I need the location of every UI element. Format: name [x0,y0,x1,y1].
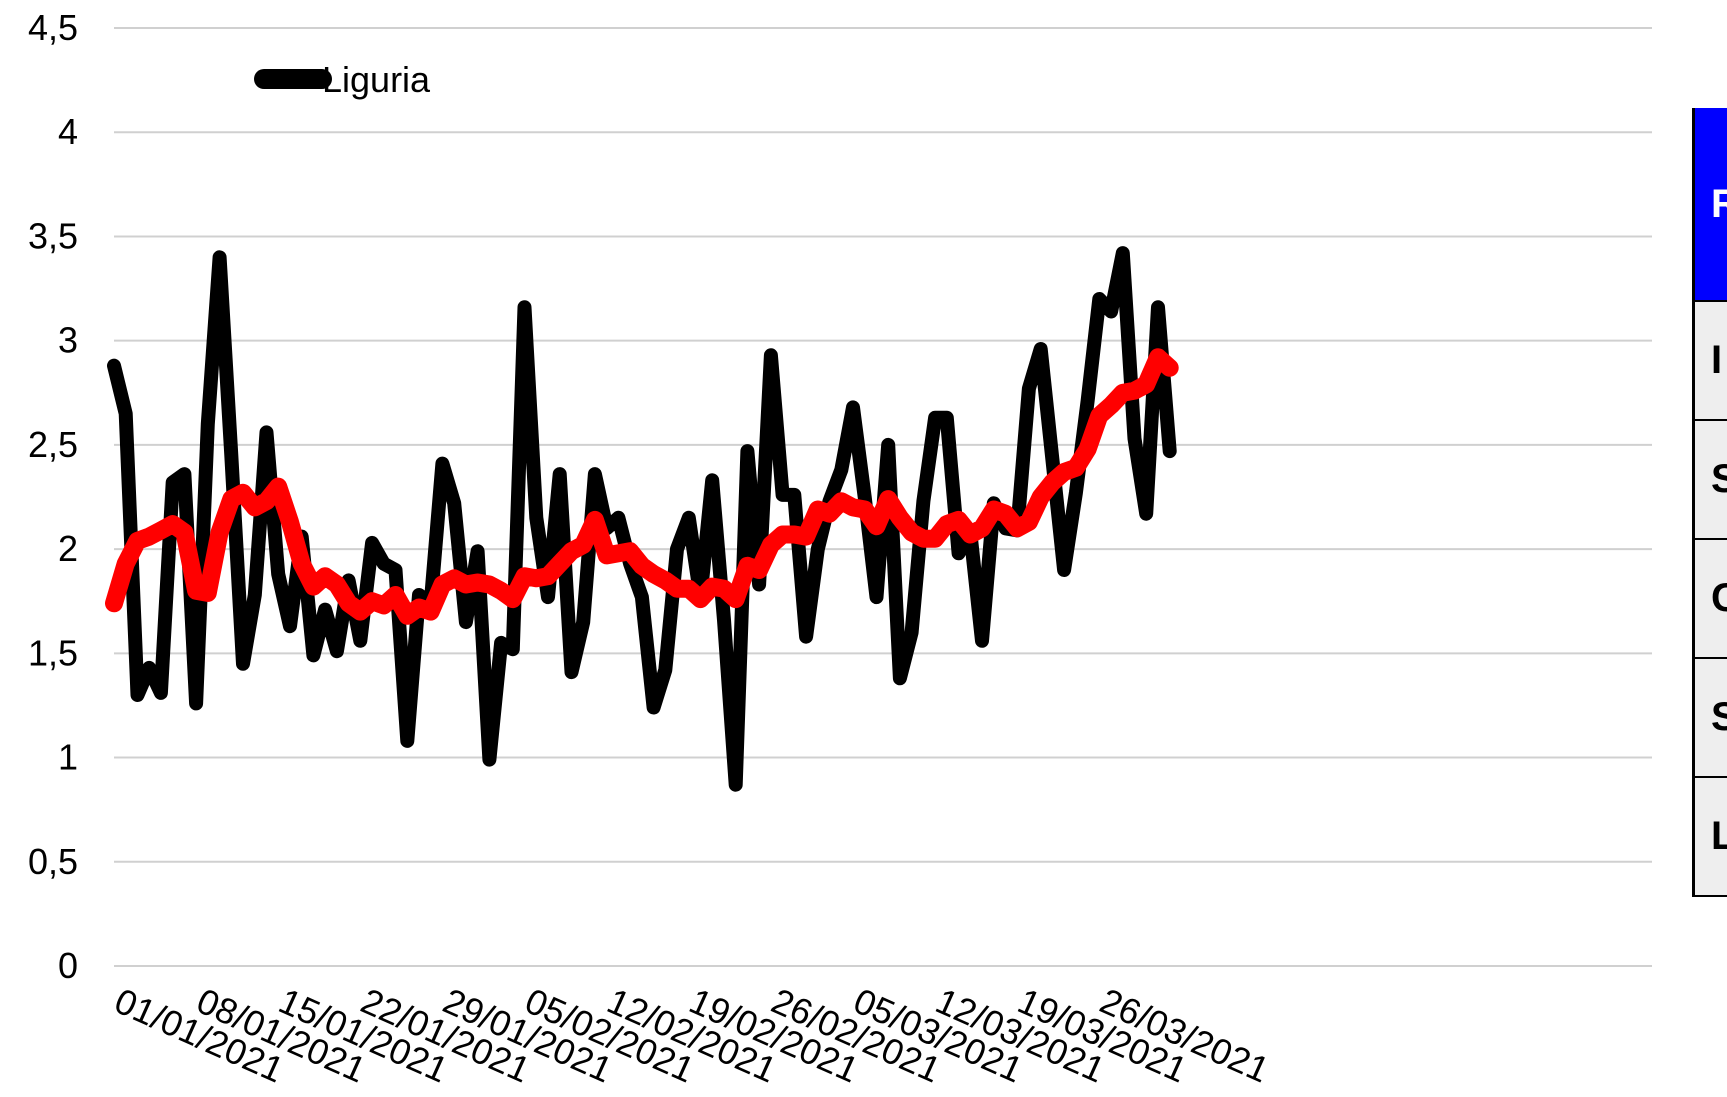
y-tick-label: 0 [58,945,78,986]
side-table-row: L [1695,778,1727,897]
y-tick-label: 1,5 [28,632,78,673]
y-tick-label: 2 [58,528,78,569]
y-axis-tick-labels: 0 0,5 1 1,5 2 2,5 3 3,5 4 4,5 [28,7,78,986]
legend-label-liguria: Liguria [322,59,431,100]
x-axis-tick-labels: 01/01/202108/01/202115/01/202122/01/2021… [109,980,1276,1091]
side-table: R I S C S L [1692,108,1727,897]
legend: Liguria [254,59,431,100]
side-table-row: S [1695,421,1727,540]
side-table-header: R [1695,108,1727,302]
y-tick-label: 3,5 [28,215,78,256]
side-table-row: I [1695,302,1727,421]
side-table-row: S [1695,659,1727,778]
side-table-row: C [1695,540,1727,659]
y-tick-label: 4 [58,111,78,152]
series-lines [105,246,1179,792]
y-tick-label: 3 [58,320,78,361]
y-tick-label: 4,5 [28,7,78,48]
y-tick-label: 2,5 [28,424,78,465]
y-tick-label: 0,5 [28,841,78,882]
series-line-moving-average [105,348,1179,625]
y-tick-label: 1 [58,737,78,778]
